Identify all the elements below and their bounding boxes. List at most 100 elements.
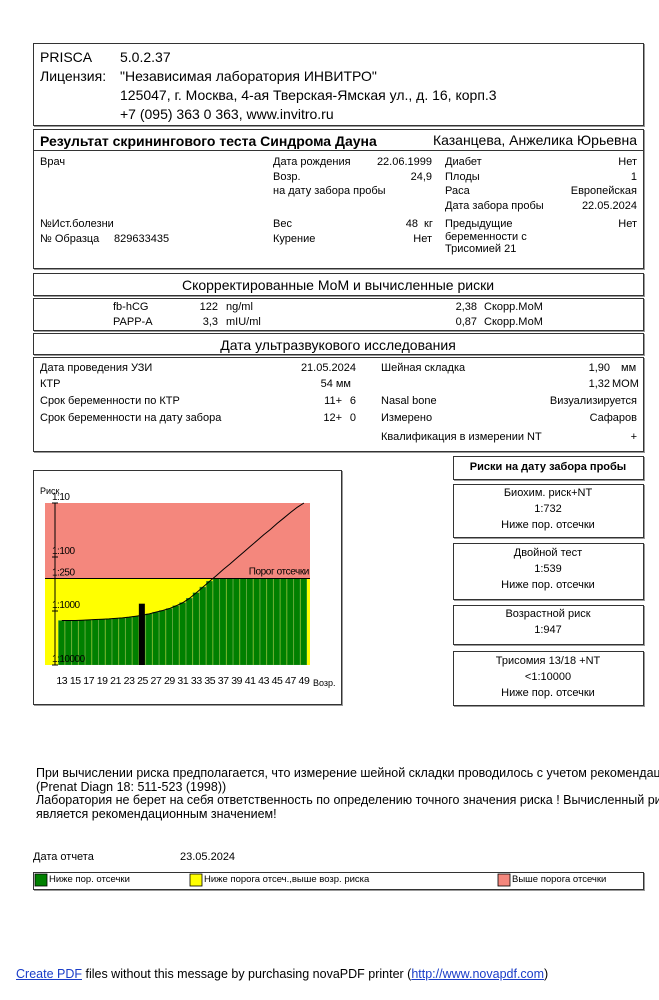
x-tick-label: 43 — [258, 675, 269, 687]
x-tick-label: 13 — [56, 675, 67, 687]
footer-link[interactable]: http://www.novapdf.com — [411, 967, 545, 981]
result-title: Результат скринингового теста Синдрома Д… — [40, 133, 377, 149]
ultrasound-field: + — [630, 431, 637, 443]
risk-name: Трисомия 13/18 +NT — [495, 655, 601, 667]
x-tick-label: 47 — [285, 675, 296, 687]
legend-label: Ниже пор. отсечки — [49, 874, 130, 885]
section-title: Дата ультразвукового исследования — [220, 337, 456, 353]
legend-swatch — [497, 873, 511, 887]
y-tick-label: 1:250 — [52, 567, 75, 578]
age-risk-bar — [300, 578, 307, 666]
x-tick-label: 29 — [164, 675, 175, 687]
patient-field: Нет — [618, 218, 637, 230]
age-risk-bar — [152, 611, 159, 666]
patient-field: Трисомией 21 — [445, 243, 517, 255]
patient-field: Курение — [273, 233, 316, 245]
age-risk-bar — [286, 578, 294, 666]
risk-status: Ниже пор. отсечки — [501, 579, 595, 591]
x-tick-label: 39 — [231, 675, 242, 687]
ultrasound-field: 6 — [349, 395, 356, 407]
age-risk-bar — [192, 592, 200, 666]
x-tick-label: 17 — [83, 675, 94, 687]
ultrasound-field: Дата проведения УЗИ — [40, 362, 153, 374]
header-box — [33, 43, 644, 126]
age-risk-bar — [159, 610, 166, 666]
patient-field: 829633435 — [114, 233, 170, 245]
license-line: "Независимая лаборатория ИНВИТРО" — [120, 68, 377, 84]
ultrasound-field: КТР — [40, 378, 61, 390]
patient-field: Дата забора пробы — [445, 200, 544, 212]
ultrasound-field: MOM — [612, 378, 639, 390]
x-tick-label: 41 — [245, 675, 256, 687]
note: является рекомендационным значением! — [36, 807, 277, 822]
risk-name: Двойной тест — [513, 547, 583, 559]
patient-marker — [138, 603, 145, 665]
age-risk-bar — [125, 616, 133, 666]
patient-name: Казанцева, Анжелика Юрьевна — [432, 132, 637, 148]
age-risk-bar — [273, 578, 281, 666]
patient-field: Диабет — [445, 156, 482, 168]
risk-name: Биохим. риск+NT — [503, 487, 593, 499]
x-tick-label: 49 — [299, 675, 310, 687]
us-box — [33, 357, 644, 452]
x-tick-label: 37 — [218, 675, 229, 687]
age-risk-bar — [280, 578, 287, 666]
x-tick-label: 25 — [137, 675, 148, 687]
risk-status: Ниже пор. отсечки — [501, 519, 595, 531]
patient-field: 24,9 — [410, 171, 432, 183]
age-risk-bar — [206, 580, 213, 666]
risk-status: Ниже пор. отсечки — [501, 687, 595, 699]
patient-field: Врач — [40, 156, 66, 168]
age-risk-bar — [239, 578, 247, 666]
footer-link[interactable]: Create PDF — [16, 967, 82, 981]
risk-value: <1:10000 — [524, 671, 572, 683]
y-tick-label: 1:10000 — [52, 654, 86, 665]
footer: Create PDF files without this message by… — [16, 967, 548, 981]
age-risk-bar — [85, 619, 92, 666]
patient-field: Вес — [273, 218, 292, 230]
patient-field: Европейская — [570, 185, 637, 197]
license-line: 125047, г. Москва, 4-ая Тверская-Ямская … — [120, 87, 497, 103]
ultrasound-field: Квалификация в измерении NT — [381, 431, 542, 443]
x-tick-label: 31 — [177, 675, 188, 687]
legend-box — [33, 872, 644, 890]
x-tick-label: 15 — [70, 675, 81, 687]
bars — [58, 578, 307, 666]
age-risk-bar — [219, 578, 227, 666]
age-risk-bar — [179, 602, 186, 666]
risk-box — [453, 543, 644, 600]
patient-field: 22.06.1999 — [376, 156, 432, 168]
y-tick-label: 1:10 — [52, 492, 70, 503]
y-tick-label: 1:100 — [52, 546, 75, 557]
ultrasound-field: Срок беременности на дату забора — [40, 412, 222, 424]
patient-field: Нет — [618, 156, 637, 168]
patient-box — [33, 129, 644, 269]
patient-field: 48 — [405, 218, 418, 230]
marker-value: 3,3 — [202, 316, 218, 328]
ultrasound-field: Шейная складка — [381, 362, 466, 374]
age-risk-bar — [98, 619, 106, 666]
ultrasound-field: Срок беременности по КТР — [40, 395, 180, 407]
x-tick-label: 19 — [97, 675, 108, 687]
patient-field: Предыдущие — [445, 218, 513, 230]
footer-text: files without this message by purchasing… — [82, 967, 412, 981]
legend-label: Выше порога отсечки — [512, 874, 607, 885]
mom-value: 0,87 — [455, 316, 477, 328]
chart-box — [33, 470, 342, 705]
age-risk-bar — [91, 619, 99, 666]
x-tick-label: 33 — [191, 675, 202, 687]
ultrasound-field: 0 — [349, 412, 356, 424]
note: (Prenat Diagn 18: 511-523 (1998)) — [36, 779, 227, 794]
mom-unit: Скорр.МоМ — [484, 301, 543, 313]
patient-field: на дату забора пробы — [273, 185, 386, 197]
ultrasound-field: Nasal bone — [381, 395, 437, 407]
mom-box — [33, 298, 644, 331]
age-risk-bar — [199, 586, 207, 666]
risk-title: Риски на дату забора пробы — [469, 461, 627, 473]
age-risk-bar — [253, 578, 260, 666]
age-risk-bar — [186, 598, 193, 666]
label: Дата отчета — [33, 851, 94, 863]
patient-field: 1 — [630, 171, 637, 183]
risk-box — [453, 605, 644, 645]
